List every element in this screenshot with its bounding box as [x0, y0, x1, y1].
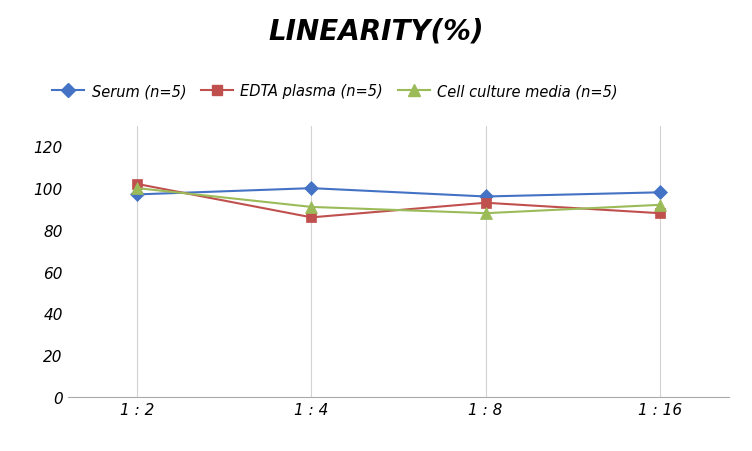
Cell culture media (n=5)	[481, 211, 490, 216]
Cell culture media (n=5)	[133, 186, 142, 191]
EDTA plasma (n=5)	[133, 182, 142, 187]
Line: Cell culture media (n=5): Cell culture media (n=5)	[132, 183, 666, 219]
Cell culture media (n=5)	[655, 202, 664, 208]
Serum (n=5)	[655, 190, 664, 196]
Serum (n=5)	[133, 192, 142, 198]
EDTA plasma (n=5)	[655, 211, 664, 216]
Cell culture media (n=5)	[307, 205, 316, 210]
Serum (n=5)	[307, 186, 316, 191]
EDTA plasma (n=5)	[481, 201, 490, 206]
Serum (n=5)	[481, 194, 490, 200]
Line: EDTA plasma (n=5): EDTA plasma (n=5)	[132, 179, 665, 223]
EDTA plasma (n=5)	[307, 215, 316, 221]
Line: Serum (n=5): Serum (n=5)	[132, 184, 665, 202]
Text: LINEARITY(%): LINEARITY(%)	[268, 18, 484, 46]
Legend: Serum (n=5), EDTA plasma (n=5), Cell culture media (n=5): Serum (n=5), EDTA plasma (n=5), Cell cul…	[53, 84, 617, 99]
